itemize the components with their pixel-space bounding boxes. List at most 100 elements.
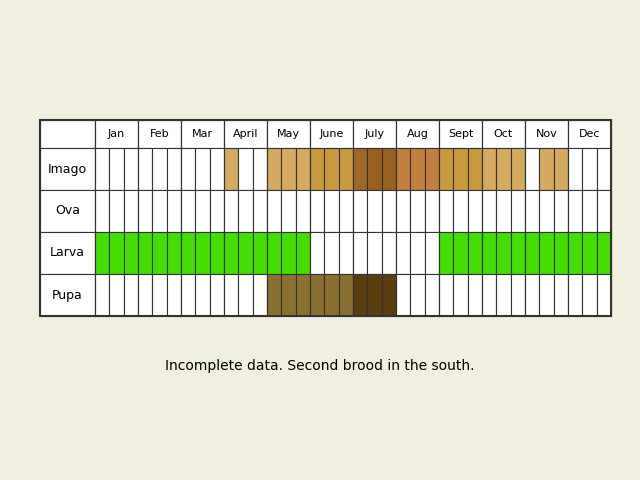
Bar [238, 274, 253, 316]
Bar [396, 274, 410, 316]
Bar [267, 274, 282, 316]
Bar [497, 148, 511, 190]
Bar [210, 274, 224, 316]
Bar [540, 148, 554, 190]
Bar [525, 148, 540, 190]
Bar [181, 232, 195, 274]
Bar [296, 148, 310, 190]
Bar [282, 148, 296, 190]
Bar [138, 120, 181, 148]
Bar [124, 148, 138, 190]
Bar [282, 274, 296, 316]
Bar [439, 232, 453, 274]
Bar [482, 232, 497, 274]
Text: Imago: Imago [48, 163, 87, 176]
Bar [582, 232, 596, 274]
Bar [210, 190, 224, 232]
Bar [511, 190, 525, 232]
Bar [596, 190, 611, 232]
Bar [324, 274, 339, 316]
Bar [525, 190, 540, 232]
Bar [497, 232, 511, 274]
Bar [381, 232, 396, 274]
Bar [267, 232, 282, 274]
Bar [95, 232, 109, 274]
Text: Ova: Ova [55, 204, 80, 217]
Bar [109, 148, 124, 190]
Bar [95, 274, 109, 316]
Bar [367, 274, 381, 316]
Text: Mar: Mar [192, 129, 213, 139]
Bar [353, 148, 367, 190]
Bar [40, 120, 95, 148]
Bar [124, 190, 138, 232]
Bar [152, 274, 166, 316]
Bar [166, 232, 181, 274]
Bar [40, 120, 611, 316]
Bar [324, 148, 339, 190]
Bar [210, 232, 224, 274]
Bar [468, 274, 482, 316]
Bar [353, 190, 367, 232]
Bar [482, 274, 497, 316]
Bar [497, 274, 511, 316]
Text: Sept: Sept [448, 129, 473, 139]
Bar [540, 232, 554, 274]
Bar [367, 190, 381, 232]
Bar [267, 120, 310, 148]
Text: Nov: Nov [536, 129, 557, 139]
Bar [497, 190, 511, 232]
Bar [181, 190, 195, 232]
Bar [40, 190, 95, 232]
Bar [224, 232, 238, 274]
Bar [582, 274, 596, 316]
Bar [453, 148, 468, 190]
Bar [339, 190, 353, 232]
Bar [109, 232, 124, 274]
Bar [138, 274, 152, 316]
Bar [554, 190, 568, 232]
Bar [582, 148, 596, 190]
Bar [181, 274, 195, 316]
Bar [124, 232, 138, 274]
Bar [468, 148, 482, 190]
Bar [40, 148, 95, 190]
Bar [554, 148, 568, 190]
Bar [195, 190, 210, 232]
Bar [568, 274, 582, 316]
Bar [453, 232, 468, 274]
Bar [396, 120, 439, 148]
Bar [381, 148, 396, 190]
Bar [582, 190, 596, 232]
Bar [482, 148, 497, 190]
Bar [396, 232, 410, 274]
Bar [410, 274, 425, 316]
Bar [568, 148, 582, 190]
Bar [425, 232, 439, 274]
Text: Aug: Aug [406, 129, 428, 139]
Bar [324, 190, 339, 232]
Bar [353, 274, 367, 316]
Bar [425, 274, 439, 316]
Bar [353, 232, 367, 274]
Bar [568, 190, 582, 232]
Bar [596, 232, 611, 274]
Bar [224, 190, 238, 232]
Text: Incomplete data. Second brood in the south.: Incomplete data. Second brood in the sou… [165, 359, 475, 373]
Bar [152, 190, 166, 232]
Bar [596, 148, 611, 190]
Bar [296, 232, 310, 274]
Bar [410, 190, 425, 232]
Bar [596, 274, 611, 316]
Bar [540, 190, 554, 232]
Bar [339, 232, 353, 274]
Bar [324, 232, 339, 274]
Bar [40, 232, 95, 274]
Text: July: July [364, 129, 385, 139]
Bar [482, 190, 497, 232]
Text: May: May [277, 129, 300, 139]
Bar [238, 148, 253, 190]
Bar [396, 190, 410, 232]
Bar [439, 274, 453, 316]
Bar [396, 148, 410, 190]
